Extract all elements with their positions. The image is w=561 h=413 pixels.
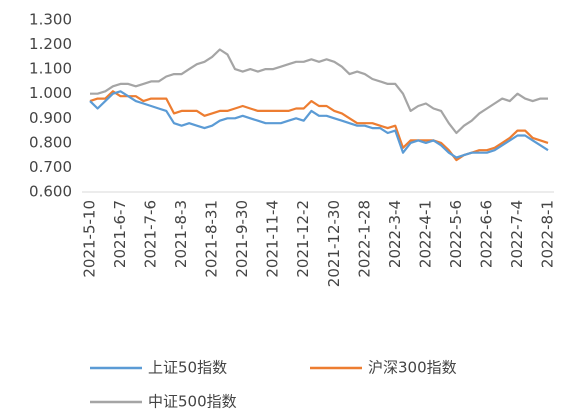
x-tick-label: 2021-8-31 xyxy=(203,200,221,278)
x-tick-label: 2021-11-4 xyxy=(264,200,282,278)
legend-label: 中证500指数 xyxy=(148,393,237,411)
x-tick-label: 2021-9-30 xyxy=(233,200,251,278)
x-tick-label: 2022-1-28 xyxy=(355,200,373,278)
y-tick-label: 1.000 xyxy=(29,84,72,102)
series-line xyxy=(89,90,549,162)
x-tick-label: 2022-5-6 xyxy=(447,200,465,268)
legend-label: 上证50指数 xyxy=(148,359,227,377)
y-tick-label: 0.600 xyxy=(29,183,72,201)
y-tick-label: 0.900 xyxy=(29,109,72,127)
x-tick-label: 2022-3-4 xyxy=(386,200,404,268)
x-tick-label: 2021-5-10 xyxy=(81,200,99,278)
x-tick-label: 2021-12-30 xyxy=(325,200,343,287)
y-tick-label: 1.100 xyxy=(29,60,72,78)
x-tick-label: 2021-12-2 xyxy=(294,200,312,278)
series-line xyxy=(89,90,549,159)
x-tick-label: 2022-4-1 xyxy=(416,200,434,268)
legend-label: 沪深300指数 xyxy=(368,359,457,377)
x-tick-label: 2022-7-4 xyxy=(508,200,526,268)
y-tick-label: 0.700 xyxy=(29,158,72,176)
x-tick-label: 2021-7-6 xyxy=(142,200,160,268)
y-tick-label: 0.800 xyxy=(29,133,72,151)
x-tick-label: 2021-8-3 xyxy=(172,200,190,268)
series-line xyxy=(90,48,548,135)
x-tick-label: 2021-6-7 xyxy=(111,200,129,268)
y-tick-label: 1.300 xyxy=(29,11,72,29)
x-tick-label: 2022-6-6 xyxy=(477,200,495,268)
y-tick-label: 1.200 xyxy=(29,35,72,53)
x-tick-label: 2022-8-1 xyxy=(539,200,557,268)
